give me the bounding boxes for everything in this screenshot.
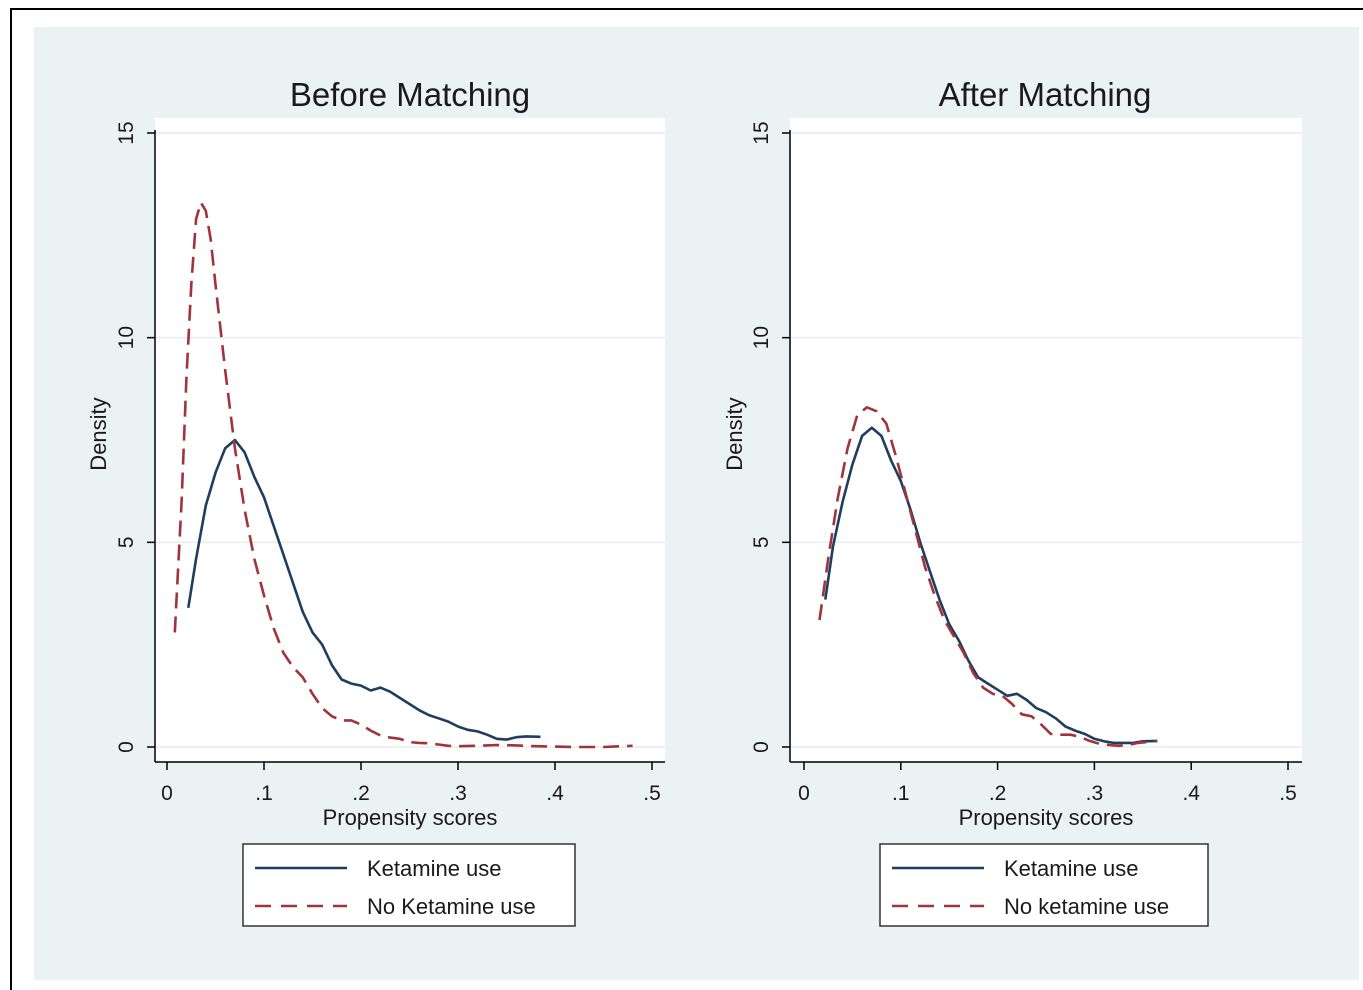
chart-title: After Matching bbox=[939, 76, 1152, 113]
y-axis-label: Density bbox=[86, 397, 111, 470]
x-tick-label: .2 bbox=[352, 782, 370, 805]
plot-area bbox=[155, 118, 665, 762]
x-tick-label: .5 bbox=[643, 782, 661, 805]
axes bbox=[789, 130, 1302, 763]
x-tick-label: .1 bbox=[255, 782, 273, 805]
x-tick-label: .4 bbox=[1182, 782, 1200, 805]
x-tick-label: 0 bbox=[798, 782, 810, 805]
y-axis-label: Density bbox=[722, 397, 747, 470]
y-tick-label: 0 bbox=[115, 741, 138, 753]
y-tick-label: 15 bbox=[750, 121, 773, 144]
plot-area bbox=[790, 118, 1302, 762]
y-tick-label: 10 bbox=[115, 326, 138, 349]
x-axis-label: Propensity scores bbox=[323, 805, 498, 830]
y-tick-label: 0 bbox=[750, 741, 773, 753]
panel-before-matching: 0 .1 .2 .3 .4 .5 0 5 10 15 Before Matching Propen… bbox=[86, 76, 665, 927]
x-tick-label: 0 bbox=[161, 782, 173, 805]
y-tick-label: 5 bbox=[750, 536, 773, 548]
panel-after-matching: 0 .1 .2 .3 .4 .5 0 5 10 15 After Matching Propens… bbox=[722, 76, 1302, 927]
series-line-no-ketamine bbox=[173, 201, 633, 749]
x-axis-label: Propensity scores bbox=[959, 805, 1134, 830]
y-tick-label: 10 bbox=[750, 326, 773, 349]
legend-label-ketamine: Ketamine use bbox=[1004, 856, 1139, 881]
legend-box bbox=[242, 843, 576, 927]
legend-label-no-ketamine: No Ketamine use bbox=[367, 894, 536, 919]
x-tick-label: .3 bbox=[449, 782, 467, 805]
grid-lines bbox=[155, 132, 665, 748]
series-line-ketamine bbox=[824, 426, 1158, 745]
series-lines bbox=[173, 201, 633, 749]
y-tick-label: 5 bbox=[115, 536, 138, 548]
legend-label-no-ketamine: No ketamine use bbox=[1004, 894, 1169, 919]
legend-box bbox=[879, 843, 1209, 927]
series-line-ketamine bbox=[187, 438, 541, 741]
x-tick-label: .2 bbox=[989, 782, 1007, 805]
legend: Ketamine use No ketamine use bbox=[879, 843, 1209, 927]
legend-label-ketamine: Ketamine use bbox=[367, 856, 502, 881]
tick-labels: 0 .1 .2 .3 .4 .5 0 5 10 15 bbox=[750, 121, 1297, 805]
chart-title: Before Matching bbox=[290, 76, 530, 113]
series-lines bbox=[818, 406, 1158, 748]
axes bbox=[154, 130, 665, 763]
x-tick-label: .4 bbox=[546, 782, 564, 805]
legend: Ketamine use No Ketamine use bbox=[242, 843, 576, 927]
tick-labels: 0 .1 .2 .3 .4 .5 0 5 10 15 bbox=[115, 121, 661, 805]
series-line-no-ketamine bbox=[818, 406, 1158, 748]
y-tick-label: 15 bbox=[115, 121, 138, 144]
x-tick-label: .3 bbox=[1086, 782, 1104, 805]
grid-lines bbox=[790, 132, 1302, 748]
x-tick-label: .5 bbox=[1279, 782, 1297, 805]
x-tick-label: .1 bbox=[892, 782, 910, 805]
